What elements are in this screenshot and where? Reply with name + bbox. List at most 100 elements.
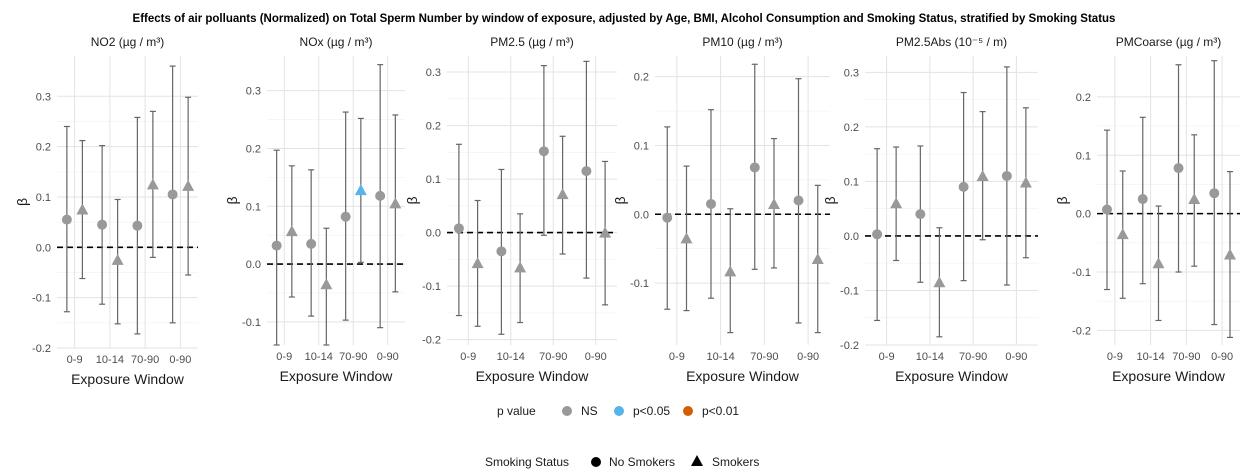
point-no-smokers xyxy=(271,240,282,251)
point-smokers xyxy=(768,197,780,209)
legend-pvalue: p value NS p<0.05 p<0.01 xyxy=(497,404,739,418)
y-tick-label: 0.0 xyxy=(1076,209,1091,221)
y-tick-label: 0.0 xyxy=(844,231,859,243)
point-smokers xyxy=(471,257,484,269)
point-smokers xyxy=(976,169,989,181)
x-tick-label: 10-14 xyxy=(707,351,735,363)
point-no-smokers xyxy=(538,146,549,157)
x-tick-label: 70-90 xyxy=(131,354,159,366)
panel-title: NOx (µg / m³) xyxy=(300,35,373,49)
x-tick-label: 0-9 xyxy=(669,351,685,363)
x-axis-label: Exposure Window xyxy=(71,371,185,387)
legend-p001-label: p<0.01 xyxy=(702,404,739,418)
point-smokers xyxy=(285,225,298,237)
point-smokers xyxy=(933,276,946,288)
legend-smokers-label: Smokers xyxy=(712,455,759,469)
y-tick-label: 0.0 xyxy=(426,228,441,240)
point-no-smokers xyxy=(706,198,716,209)
legend-ns-swatch xyxy=(562,406,572,416)
x-tick-label: 70-90 xyxy=(959,351,987,363)
point-smokers xyxy=(111,253,124,265)
point-smokers xyxy=(76,203,89,215)
y-tick-label: 0.2 xyxy=(634,72,649,84)
y-tick-label: 0.2 xyxy=(1076,92,1091,104)
point-smokers xyxy=(320,278,333,290)
point-no-smokers xyxy=(453,223,464,234)
legend-p005-label: p<0.05 xyxy=(633,404,670,418)
point-no-smokers xyxy=(340,211,351,222)
point-no-smokers xyxy=(1001,170,1012,181)
point-smokers xyxy=(1188,193,1201,205)
point-smokers xyxy=(599,226,612,238)
x-tick-label: 0-90 xyxy=(797,351,819,363)
x-tick-label: 0-90 xyxy=(1005,351,1027,363)
y-tick-label: 0.0 xyxy=(36,242,51,254)
x-tick-label: 0-90 xyxy=(1211,351,1233,363)
legend-smoking-title: Smoking Status xyxy=(485,455,569,469)
legend-smoking: Smoking Status No Smokers Smokers xyxy=(485,455,759,469)
y-tick-label: -0.1 xyxy=(840,285,859,297)
point-smokers xyxy=(146,178,159,190)
y-tick-label: -0.2 xyxy=(840,340,859,352)
x-axis-label: Exposure Window xyxy=(280,368,394,384)
y-tick-label: 0.2 xyxy=(844,122,859,134)
point-no-smokers xyxy=(1209,188,1220,199)
point-no-smokers xyxy=(375,190,386,201)
panel-title: PM2.5Abs (10⁻⁵ / m) xyxy=(896,35,1007,49)
panel-5: PM2.5Abs (10⁻⁵ / m) -0.2 -0.1 0.0 0.1 0.2 0.3 0… xyxy=(822,35,1038,384)
point-smokers xyxy=(389,197,402,209)
x-axis-label: Exposure Window xyxy=(1112,368,1226,384)
x-tick-label: 0-9 xyxy=(276,351,292,363)
panel-6: PMCoarse (µg / m³) -0.2 -0.1 0.0 0.1 0.2 0-9 10… xyxy=(1054,35,1240,384)
point-smokers xyxy=(724,265,737,277)
y-tick-label: 0.3 xyxy=(36,91,51,103)
y-axis-label: β xyxy=(14,198,30,206)
panel-3: PM2.5 (µg / m³) -0.2 -0.1 0.0 0.1 0.2 0.3 0-9 10… xyxy=(404,35,617,384)
x-tick-label: 0-9 xyxy=(67,354,83,366)
point-smokers xyxy=(1152,257,1165,269)
y-tick-label: 0.2 xyxy=(426,121,441,133)
y-tick-label: 0.1 xyxy=(246,201,261,213)
y-tick-label: 0.0 xyxy=(634,209,649,221)
point-smokers xyxy=(1223,248,1236,260)
x-tick-label: 70-90 xyxy=(750,351,778,363)
figure-title: Effects of air polluants (Normalized) on… xyxy=(133,13,1116,25)
x-tick-label: 0-90 xyxy=(585,351,607,363)
x-tick-label: 0-9 xyxy=(1107,351,1123,363)
x-tick-label: 70-90 xyxy=(539,351,567,363)
point-smokers xyxy=(1019,176,1032,188)
point-no-smokers xyxy=(1137,194,1148,205)
x-tick-label: 10-14 xyxy=(1137,351,1165,363)
legend-pvalue-title: p value xyxy=(497,404,536,418)
point-no-smokers xyxy=(749,162,760,173)
y-tick-label: 0.2 xyxy=(36,142,51,154)
panel-4: PM10 (µg / m³) -0.1 0.0 0.1 0.2 0-9 10-14 70-90… xyxy=(612,35,830,384)
point-no-smokers xyxy=(496,246,507,257)
legend-smokers-swatch xyxy=(691,455,703,466)
y-axis-label: β xyxy=(822,196,838,204)
point-no-smokers xyxy=(915,209,926,220)
legend-p001-swatch xyxy=(683,406,693,416)
x-tick-label: 10-14 xyxy=(96,354,124,366)
panel-1: NO2 (µg / m³) -0.2 -0.1 0.0 0.1 0.2 0.3 0-9 10-1… xyxy=(14,35,198,387)
y-tick-label: -0.1 xyxy=(242,317,261,329)
y-tick-label: -0.1 xyxy=(630,278,649,290)
point-no-smokers xyxy=(167,189,178,200)
y-tick-label: 0.3 xyxy=(844,67,859,79)
y-tick-label: 0.1 xyxy=(36,192,51,204)
x-tick-label: 10-14 xyxy=(916,351,944,363)
y-tick-label: 0.1 xyxy=(844,176,859,188)
panel-2: NOx (µg / m³) -0.1 0.0 0.1 0.2 0.3 0-9 10-14 70-… xyxy=(224,35,405,384)
y-tick-label: 0.2 xyxy=(246,143,261,155)
y-axis-label: β xyxy=(224,196,240,204)
chart-panels: NO2 (µg / m³) -0.2 -0.1 0.0 0.1 0.2 0.3 0-9 10-1… xyxy=(14,35,1240,387)
legend-nosmokers-swatch xyxy=(591,457,601,467)
legend-nosmokers-label: No Smokers xyxy=(609,455,675,469)
point-smokers xyxy=(811,252,824,264)
y-tick-label: -0.1 xyxy=(32,293,51,305)
x-tick-label: 0-9 xyxy=(879,351,895,363)
y-tick-label: -0.2 xyxy=(1072,325,1091,337)
point-smokers xyxy=(182,179,195,191)
y-tick-label: 0.3 xyxy=(426,67,441,79)
x-tick-label: 70-90 xyxy=(339,351,367,363)
